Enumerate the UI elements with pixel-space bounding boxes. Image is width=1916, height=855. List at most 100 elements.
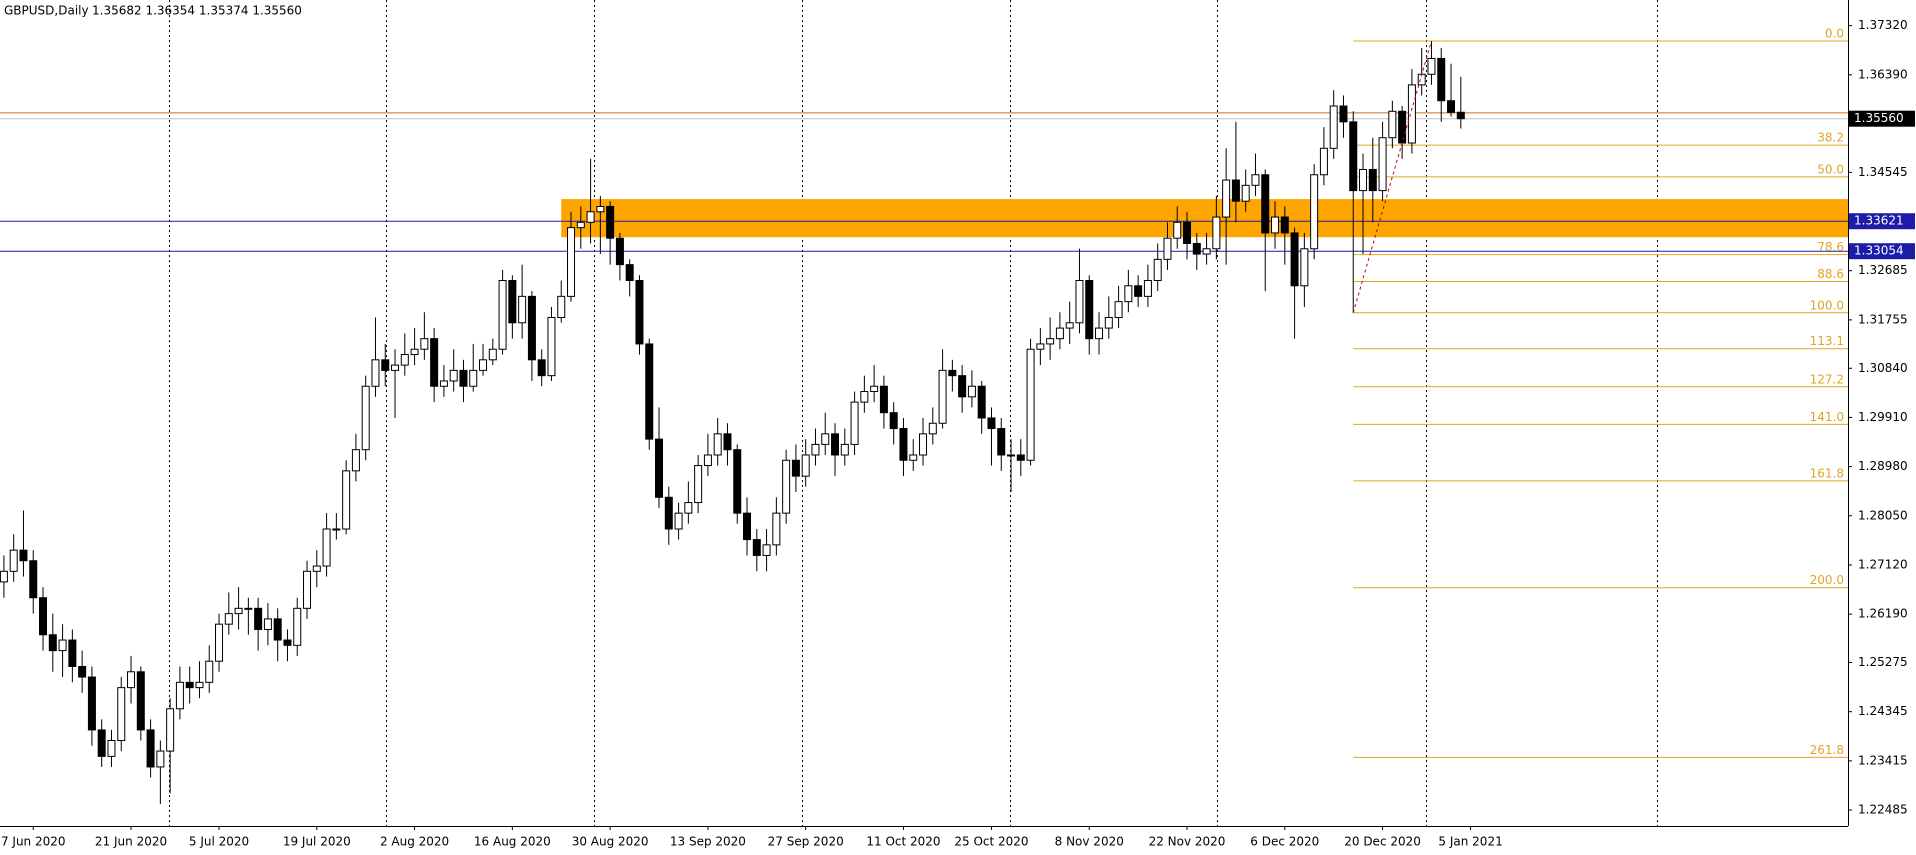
candle-body	[400, 354, 409, 366]
y-tick-label: 1.34545	[1858, 165, 1908, 179]
candle-body	[1212, 216, 1221, 250]
candle-body	[1173, 221, 1182, 239]
candle-body	[664, 496, 673, 530]
candle-body	[1046, 338, 1055, 345]
candle-body	[948, 369, 957, 377]
candle-body	[1055, 327, 1064, 340]
candle-body	[48, 634, 57, 652]
fib-label: 113.1	[1810, 334, 1844, 348]
candle-body	[244, 607, 253, 610]
candle-body	[1398, 110, 1407, 144]
candle-body	[312, 565, 321, 572]
candle-body	[674, 512, 683, 530]
candle-body	[899, 428, 908, 461]
candle-body	[928, 422, 937, 435]
candle-body	[782, 459, 791, 514]
candle-body	[58, 639, 67, 652]
candle-body	[224, 613, 233, 625]
candle-body	[997, 428, 1006, 456]
candle-body	[919, 433, 928, 456]
candle-body	[791, 459, 800, 477]
x-tick-label: 5 Jul 2020	[189, 835, 249, 849]
candle-body	[19, 549, 28, 562]
fib-label: 100.0	[1810, 298, 1844, 312]
candle-body	[733, 449, 742, 514]
candle-body	[1143, 279, 1152, 297]
candle-body	[1261, 174, 1270, 234]
candle-body	[508, 279, 517, 324]
candle-body	[185, 681, 194, 689]
candle-body	[1222, 179, 1231, 218]
candle-body	[0, 570, 8, 583]
y-tick-label: 1.37320	[1858, 18, 1908, 32]
candle-body	[821, 433, 830, 445]
candle-body	[1026, 348, 1035, 461]
candle-body	[205, 660, 214, 683]
candle-body	[195, 681, 204, 689]
candle-body	[1075, 279, 1084, 324]
candle-body	[166, 708, 175, 752]
candle-body	[567, 227, 576, 297]
candle-body	[391, 364, 400, 371]
y-tick-label: 1.32685	[1858, 263, 1908, 277]
fib-label: 38.2	[1817, 131, 1844, 145]
candle-body	[332, 528, 341, 531]
quote: 1.35682 1.36354 1.35374 1.35560	[92, 4, 302, 18]
x-tick-label: 30 Aug 2020	[572, 835, 649, 849]
candle-body	[342, 470, 351, 530]
candle-body	[156, 750, 165, 768]
candle-body	[772, 512, 781, 546]
candle-body	[752, 539, 761, 556]
candle-body	[606, 205, 615, 239]
candle-body	[1319, 147, 1328, 176]
candle-body	[684, 502, 693, 514]
fib-label: 127.2	[1810, 372, 1844, 386]
candle-body	[547, 317, 556, 377]
current-price-label: 1.35560	[1854, 111, 1904, 125]
candle-body	[840, 443, 849, 456]
x-tick-label: 13 Sep 2020	[670, 835, 746, 849]
candle-body	[762, 544, 771, 556]
candle-body	[987, 417, 996, 430]
fib-label: 0.0	[1825, 26, 1844, 40]
candle-body	[1192, 242, 1201, 255]
candle-body	[1085, 279, 1094, 340]
candle-body	[1310, 174, 1319, 250]
candle-body	[1036, 343, 1045, 350]
candle-body	[1016, 454, 1025, 461]
symbol-title: GBPUSD,Daily	[4, 4, 89, 18]
candle-body	[1447, 100, 1456, 113]
candle-body	[811, 443, 820, 456]
y-tick-label: 1.36390	[1858, 67, 1908, 81]
candle-body	[146, 729, 155, 768]
candle-body	[713, 433, 722, 456]
candle-body	[215, 623, 224, 662]
x-tick-label: 7 Jun 2020	[1, 835, 66, 849]
fib-label: 161.8	[1810, 466, 1844, 480]
line-price-label: 1.33054	[1854, 244, 1904, 258]
x-tick-label: 21 Jun 2020	[95, 835, 167, 849]
candle-body	[449, 369, 458, 382]
candle-body	[958, 375, 967, 398]
candle-body	[909, 454, 918, 461]
candle-body	[1300, 248, 1309, 287]
candle-body	[371, 359, 380, 387]
candle-body	[694, 465, 703, 504]
candle-body	[1339, 105, 1348, 123]
candle-body	[1388, 110, 1397, 139]
candle-body	[1456, 111, 1465, 120]
x-tick-label: 2 Aug 2020	[380, 835, 449, 849]
x-tick-label: 6 Dec 2020	[1250, 835, 1319, 849]
candle-body	[586, 211, 595, 223]
candle-body	[479, 359, 488, 371]
candle-body	[175, 681, 184, 710]
candle-body	[1271, 216, 1280, 234]
candle-body	[254, 607, 263, 630]
candle-body	[1329, 105, 1338, 149]
candle-body	[1407, 84, 1416, 144]
candle-body	[488, 348, 497, 361]
candle-body	[97, 729, 106, 757]
current-price-box	[1849, 110, 1915, 127]
candle-body	[1437, 57, 1446, 102]
candle-body	[615, 237, 624, 266]
